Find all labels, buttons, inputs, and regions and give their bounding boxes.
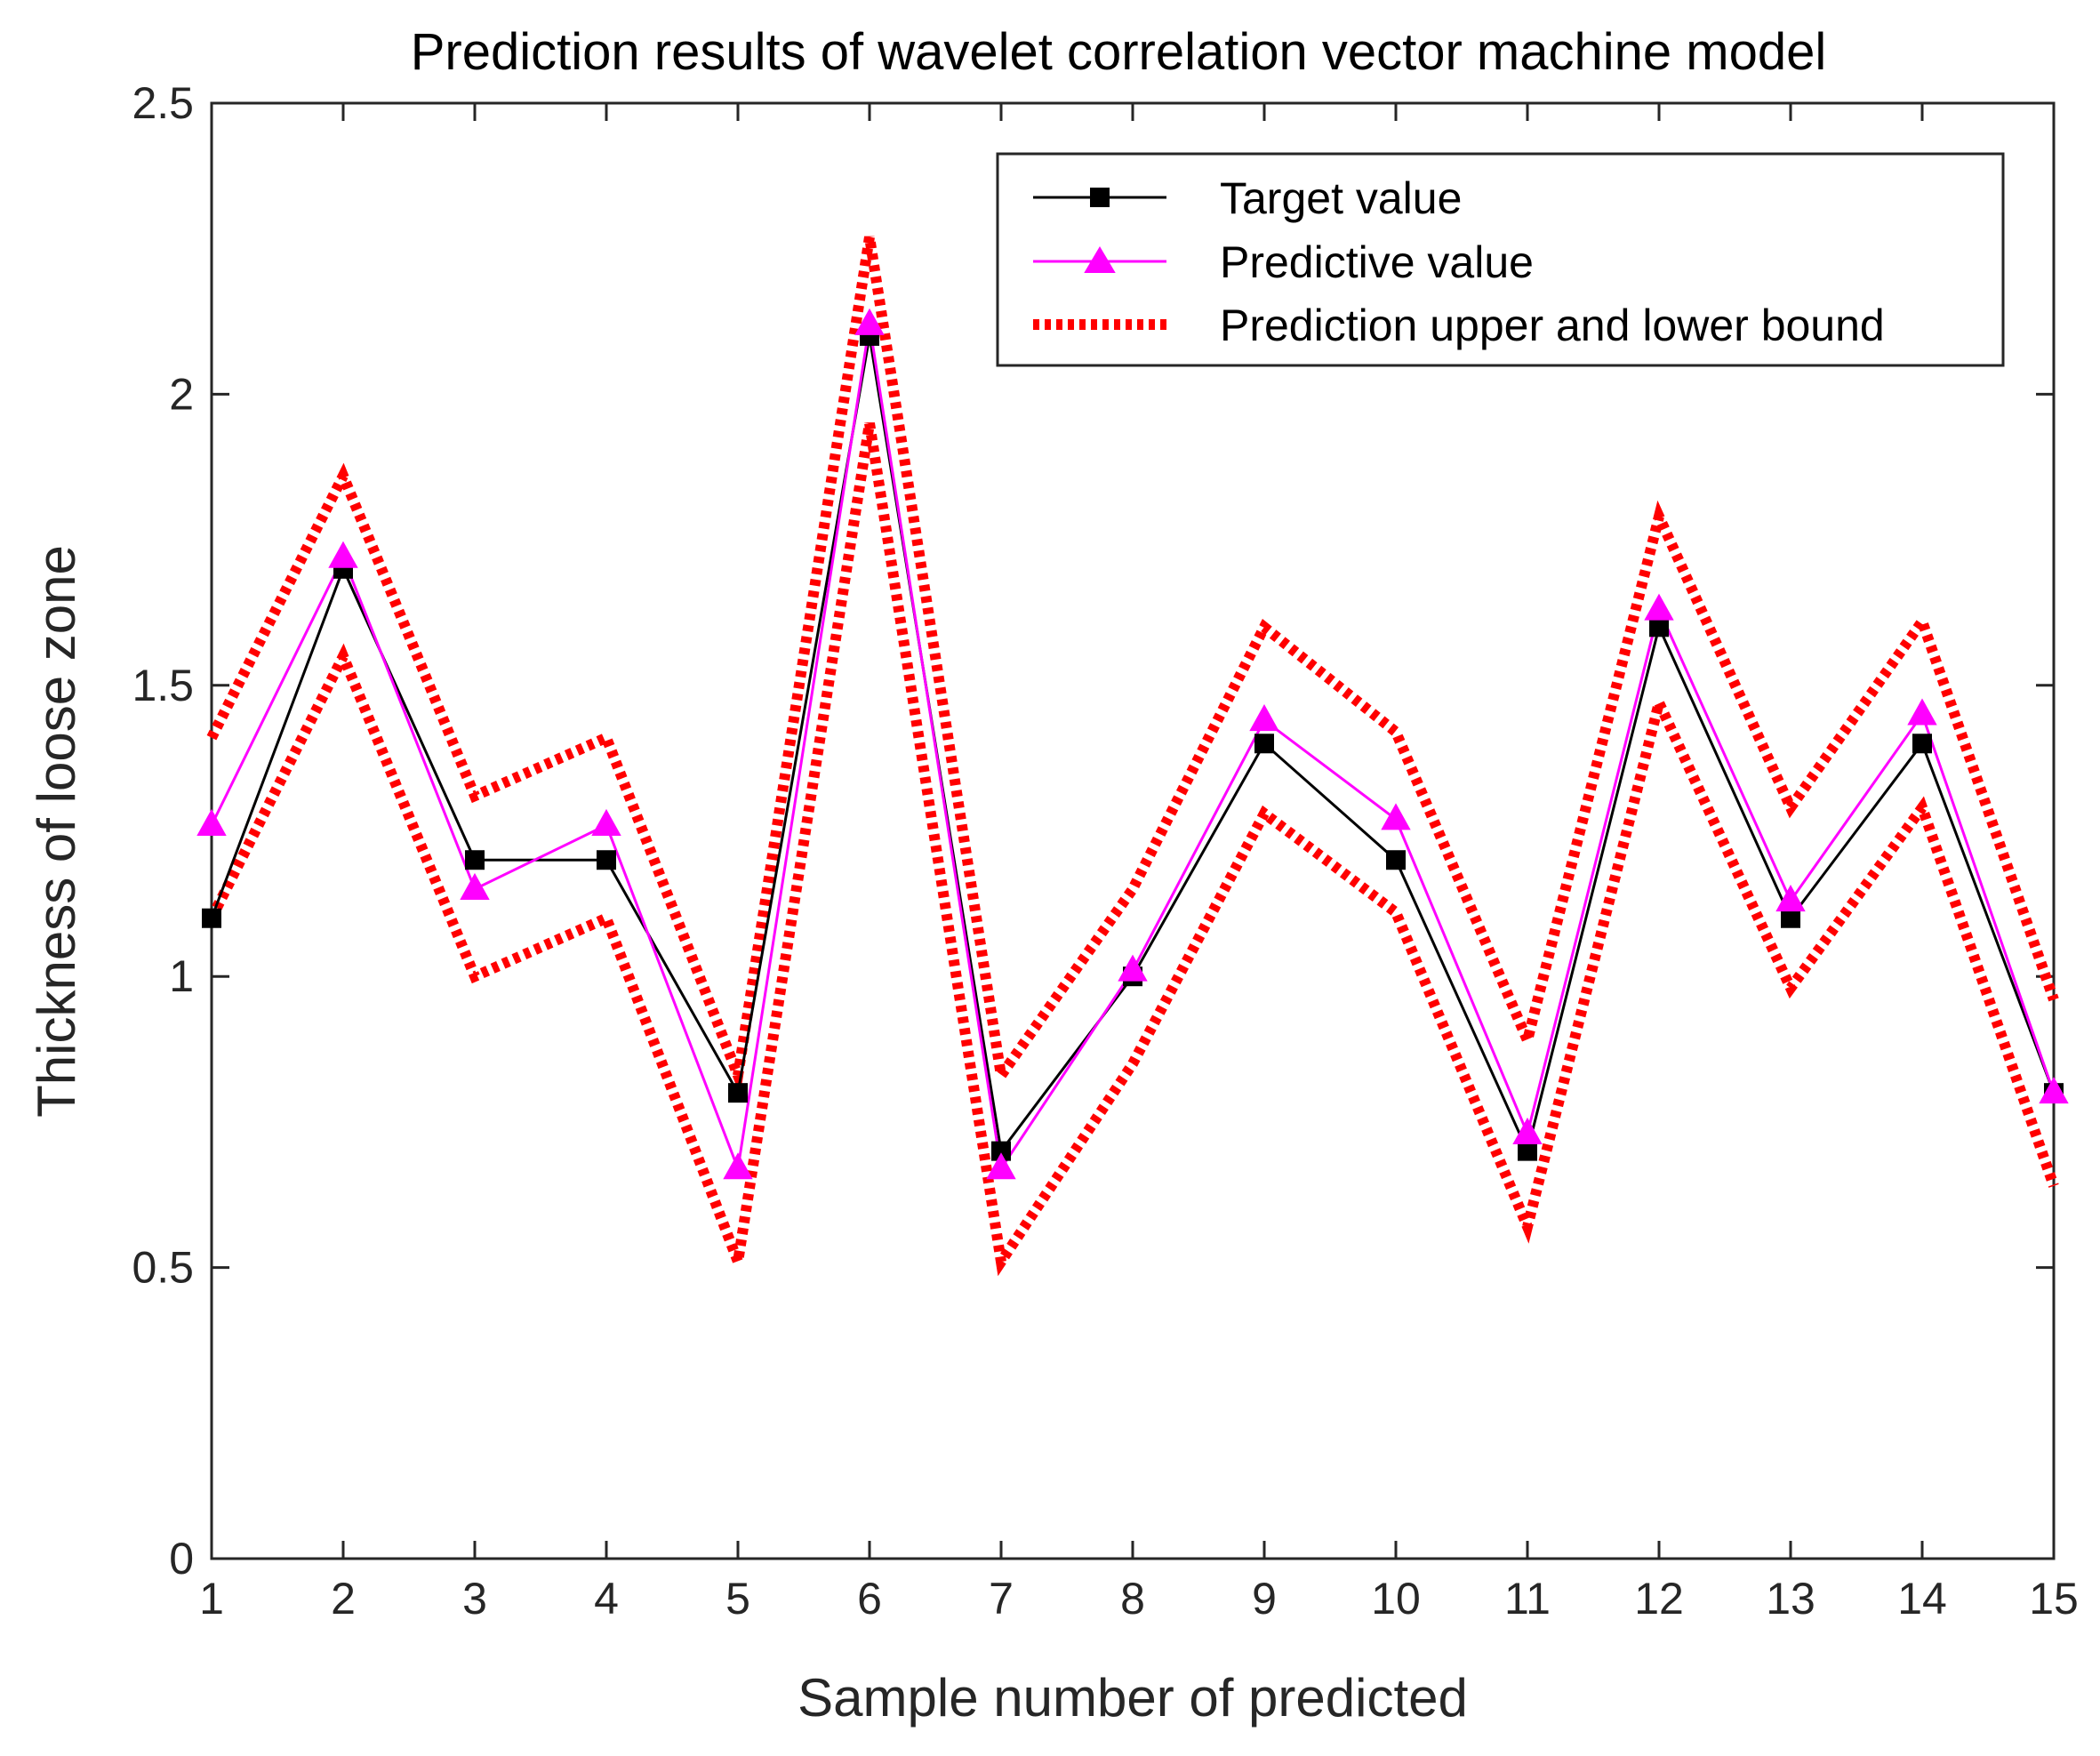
legend-label-predictive: Predictive value: [1220, 237, 1534, 287]
predictive-value-point: [723, 1152, 753, 1180]
x-tick-label: 5: [725, 1574, 750, 1624]
y-tick-label: 2.5: [132, 78, 194, 128]
predictive-value-point: [591, 808, 621, 836]
target-value-point: [1781, 908, 1800, 928]
y-tick-label: 0: [169, 1534, 194, 1584]
axis-ticks: [210, 101, 2056, 1560]
predictive-value-point: [1775, 885, 1806, 912]
x-tick-label: 13: [1766, 1574, 1815, 1624]
target-value-point: [991, 1141, 1011, 1161]
x-tick-label: 6: [857, 1574, 882, 1624]
target-value-point: [597, 850, 616, 870]
x-tick-label: 15: [2029, 1574, 2079, 1624]
target-value-point: [1254, 734, 1274, 754]
predictive-value-point: [196, 808, 227, 836]
x-tick-label: 7: [989, 1574, 1014, 1624]
predictive-value-point: [986, 1152, 1016, 1180]
legend-box: [996, 152, 2005, 367]
target-value-point: [1912, 734, 1932, 754]
y-tick-label: 0.5: [132, 1243, 194, 1293]
x-tick-label: 11: [1504, 1574, 1551, 1624]
x-tick-label: 1: [199, 1574, 224, 1624]
legend: Target value Predictive value Prediction…: [996, 152, 2005, 367]
legend-label-bounds: Prediction upper and lower bound: [1220, 301, 1885, 350]
predictive-value-point: [328, 541, 358, 568]
y-tick-label: 2: [169, 369, 194, 419]
upper-bound-line: [206, 236, 2059, 1096]
predictive-value-point: [1249, 704, 1279, 732]
x-tick-label: 3: [462, 1574, 487, 1624]
y-axis-label: Thickness of loose zone: [27, 545, 86, 1118]
y-tick-label: 1.5: [132, 661, 194, 710]
predictive-value-point: [854, 308, 885, 335]
x-tick-label: 12: [1634, 1574, 1684, 1624]
predictive-value-point: [1512, 1117, 1543, 1144]
target-value-point: [1518, 1141, 1537, 1161]
series-layer: [196, 236, 2069, 1283]
lower-bound-line: [206, 422, 2059, 1283]
x-tick-label: 9: [1252, 1574, 1277, 1624]
legend-marker-predictive: [1084, 246, 1116, 273]
target-value-point: [202, 908, 221, 928]
x-tick-label: 14: [1897, 1574, 1947, 1624]
chart-title: Prediction results of wavelet correlatio…: [411, 23, 1827, 81]
predictive-value-point: [1644, 593, 1674, 621]
x-tick-label: 4: [594, 1574, 619, 1624]
predictive-value-point: [2039, 1077, 2069, 1104]
y-tick-label: 1: [169, 951, 194, 1001]
x-tick-label: 2: [331, 1574, 356, 1624]
x-axis-label: Sample number of predicted: [798, 1668, 1468, 1728]
x-tick-label: 8: [1120, 1574, 1145, 1624]
predictive-value-point: [1907, 698, 1937, 726]
legend-marker-target: [1090, 188, 1110, 207]
predictive-value-point: [1118, 954, 1148, 982]
x-tick-label: 10: [1371, 1574, 1421, 1624]
target-value-point: [728, 1083, 748, 1103]
predictive-value-point: [1381, 803, 1411, 830]
target-value-point: [465, 850, 485, 870]
predictive-value-point: [460, 872, 490, 900]
target-value-point: [1649, 617, 1669, 637]
target-value-point: [1386, 850, 1406, 870]
legend-label-target: Target value: [1220, 173, 1462, 223]
